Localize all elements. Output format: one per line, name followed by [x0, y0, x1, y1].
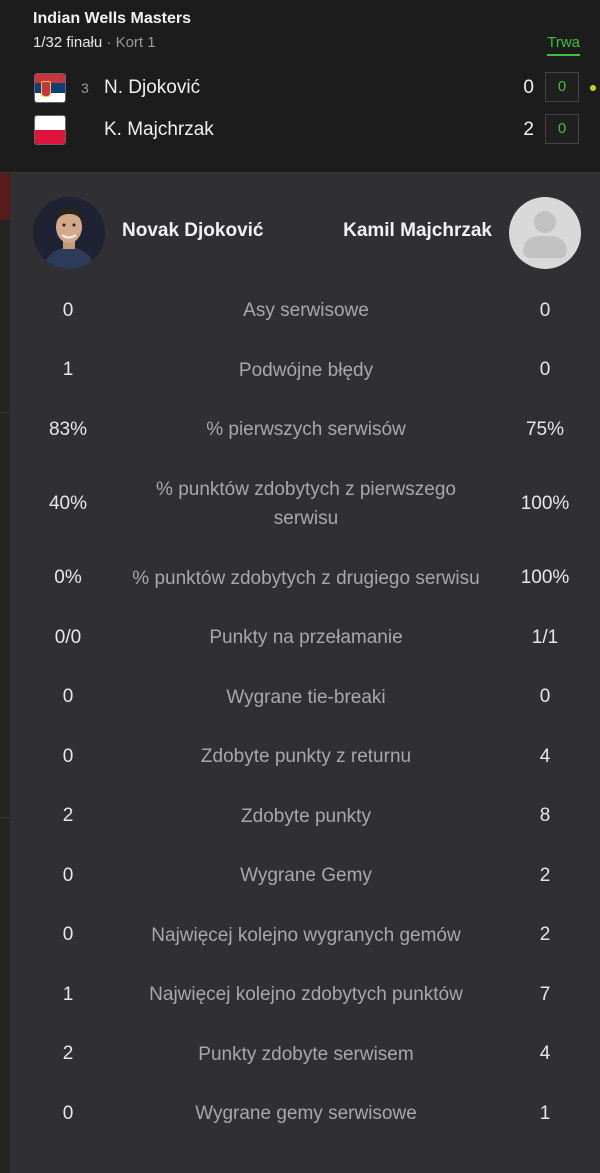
- player-row-1[interactable]: 3 N. Djoković 0 0: [0, 71, 600, 105]
- round-info: 1/32 finału · Kort 1: [33, 34, 156, 51]
- player-1-full-name: Novak Djoković: [122, 220, 264, 241]
- background-divider: [0, 817, 10, 818]
- stat-row: 0 Asy serwisowe 0: [10, 281, 600, 341]
- game-score: 0: [545, 72, 579, 102]
- stat-right-value: 2: [539, 864, 551, 886]
- background-divider: [0, 412, 10, 413]
- player-name: K. Majchrzak: [104, 119, 214, 140]
- stat-row: 2 Punkty zdobyte serwisem 4: [10, 1025, 600, 1085]
- serbia-flag-icon: [34, 73, 66, 103]
- stat-label: % punktów zdobytych z drugiego serwisu: [132, 567, 480, 589]
- court-label: Kort 1: [115, 34, 156, 51]
- stat-row: 1 Najwięcej kolejno zdobytych punktów 7: [10, 965, 600, 1025]
- round-separator: ·: [106, 34, 112, 51]
- stat-row: 0/0 Punkty na przełamanie 1/1: [10, 608, 600, 668]
- stat-left-value: 40%: [48, 493, 88, 514]
- player-name: N. Djoković: [104, 77, 201, 98]
- stat-left-value: 1: [62, 983, 74, 1005]
- stat-label: Wygrane gemy serwisowe: [195, 1103, 417, 1125]
- stat-label: Wygrane Gemy: [240, 865, 372, 887]
- stat-label: Zdobyte punkty: [241, 805, 371, 827]
- stat-label: Zdobyte punkty z returnu: [200, 746, 412, 768]
- stat-row: 0 Wygrane gemy serwisowe 1: [10, 1084, 600, 1144]
- stat-label: Punkty zdobyte serwisem: [198, 1043, 414, 1065]
- stat-right-value: 0: [539, 299, 551, 321]
- stat-left-value: 0: [62, 299, 74, 321]
- stat-right-value: 100%: [520, 493, 570, 514]
- stat-left-value: 0: [62, 864, 74, 886]
- stat-left-value: 0: [62, 745, 74, 767]
- stat-row: 2 Zdobyte punkty 8: [10, 787, 600, 847]
- player-row-2[interactable]: K. Majchrzak 2 0: [0, 113, 600, 147]
- stat-left-value: 0: [62, 1102, 74, 1124]
- set-score: 2: [523, 119, 534, 140]
- player-seed: 3: [81, 80, 89, 96]
- stat-right-value: 0: [539, 686, 551, 708]
- stat-left-value: 83%: [48, 418, 88, 440]
- player-2-avatar-placeholder-icon[interactable]: [509, 197, 581, 269]
- stat-row: 0 Zdobyte punkty z returnu 4: [10, 727, 600, 787]
- stat-right-value: 1/1: [531, 626, 559, 648]
- stat-row: 83% % pierwszych serwisów 75%: [10, 400, 600, 460]
- stat-right-value: 7: [539, 983, 551, 1005]
- stat-right-value: 4: [539, 745, 551, 767]
- round-label: 1/32 finału: [33, 34, 103, 51]
- stat-label: Podwójne błędy: [238, 359, 374, 381]
- stat-row: 1 Podwójne błędy 0: [10, 341, 600, 401]
- stat-label: % punktów zdobytych z pierwszego serwisu: [156, 479, 456, 529]
- stat-label: % pierwszych serwisów: [206, 419, 406, 441]
- live-status-badge: Trwa: [547, 34, 580, 56]
- stat-left-value: 0: [62, 924, 74, 946]
- set-score: 0: [523, 77, 534, 98]
- serve-indicator-icon: [590, 85, 596, 91]
- stat-row: 40% % punktów zdobytych z pierwszego ser…: [10, 460, 600, 549]
- stats-list: 0 Asy serwisowe 0 1 Podwójne błędy 0 83%…: [10, 281, 600, 1144]
- stat-label: Asy serwisowe: [243, 300, 369, 322]
- stat-left-value: 2: [62, 805, 74, 827]
- stat-left-value: 2: [62, 1043, 74, 1065]
- stat-left-value: 0/0: [54, 626, 82, 648]
- stat-left-value: 0%: [54, 567, 82, 589]
- stat-left-value: 0: [62, 686, 74, 708]
- stat-row: 0 Wygrane Gemy 2: [10, 846, 600, 906]
- stat-right-value: 4: [539, 1043, 551, 1065]
- stat-right-value: 8: [539, 805, 551, 827]
- stat-label: Najwięcej kolejno zdobytych punktów: [149, 984, 463, 1006]
- stat-label: Wygrane tie-breaki: [226, 686, 386, 708]
- background-page-edge: [0, 110, 10, 1173]
- stat-label: Punkty na przełamanie: [209, 627, 403, 649]
- tournament-title: Indian Wells Masters: [33, 10, 191, 27]
- stat-right-value: 100%: [520, 567, 570, 589]
- stat-left-value: 1: [62, 359, 74, 381]
- match-statistics-panel: Novak Djoković Kamil Majchrzak 0 Asy ser…: [10, 173, 600, 1173]
- stat-row: 0% % punktów zdobytych z drugiego serwis…: [10, 549, 600, 609]
- player-photo-icon: [33, 197, 105, 269]
- game-score: 0: [545, 114, 579, 144]
- stat-right-value: 0: [539, 359, 551, 381]
- stat-label: Najwięcej kolejno wygranych gemów: [151, 924, 461, 946]
- poland-flag-icon: [34, 115, 66, 145]
- player-2-full-name: Kamil Majchrzak: [343, 220, 492, 241]
- stat-row: 0 Wygrane tie-breaki 0: [10, 668, 600, 728]
- stat-right-value: 2: [539, 924, 551, 946]
- match-header[interactable]: Indian Wells Masters 1/32 finału · Kort …: [0, 0, 600, 173]
- stat-row: 0 Najwięcej kolejno wygranych gemów 2: [10, 906, 600, 966]
- player-1-avatar[interactable]: [33, 197, 105, 269]
- stat-right-value: 1: [539, 1102, 551, 1124]
- stat-right-value: 75%: [525, 418, 565, 440]
